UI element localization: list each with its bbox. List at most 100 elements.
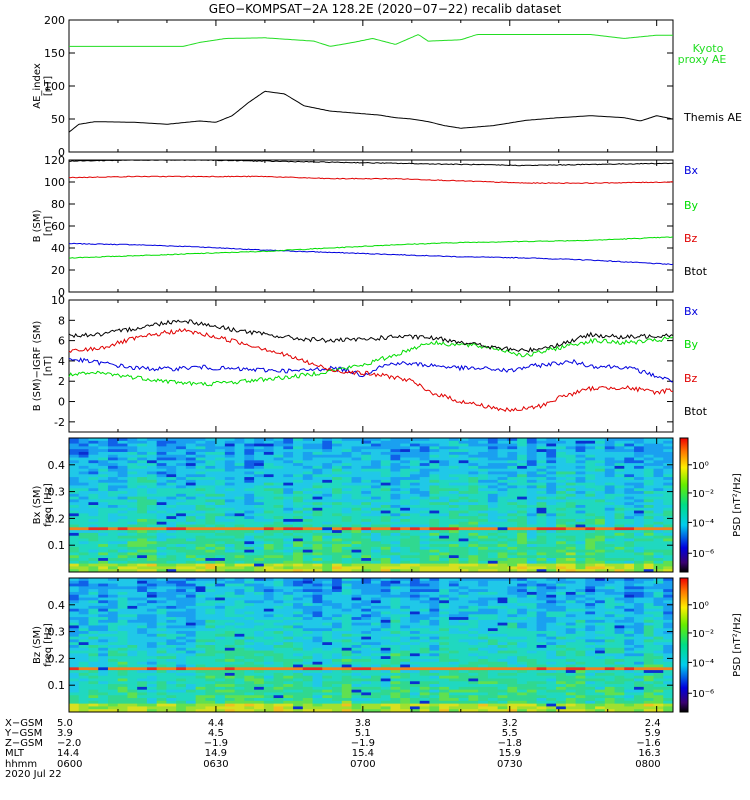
spectrogram-cell: [507, 541, 518, 545]
spectrogram-cell: [107, 451, 119, 456]
spectrogram-cell: [419, 597, 430, 601]
spectrogram-cell: [263, 454, 274, 458]
spectrogram-cell: [322, 463, 333, 467]
spectrogram-cell: [244, 692, 255, 696]
spectrogram-cell: [254, 695, 265, 699]
spectrogram-cell: [293, 457, 304, 461]
spectrogram-cell: [137, 580, 148, 584]
spectrogram-cell: [302, 580, 313, 584]
spectrogram-cell: [107, 443, 119, 447]
spectrogram-cell: [419, 619, 430, 624]
spectrogram-cell: [536, 474, 547, 478]
spectrogram-cell: [146, 496, 158, 500]
spectrogram-cell: [653, 521, 664, 525]
spectrogram-cell: [137, 639, 148, 643]
spectrogram-cell: [137, 692, 148, 696]
spectrogram-cell: [312, 709, 323, 713]
spectrogram-cell: [409, 692, 421, 696]
spectrogram-cell: [634, 443, 645, 447]
spectrogram-cell: [98, 510, 109, 514]
spectrogram-cell: [127, 566, 138, 570]
spectrogram-cell: [322, 449, 333, 453]
spectrogram-cell: [146, 619, 158, 624]
spectrogram-cell: [98, 527, 109, 531]
spectrogram-cell: [458, 538, 469, 542]
spectrogram-cell: [78, 471, 89, 475]
spectrogram-cell: [458, 499, 469, 503]
spectrogram-cell: [166, 569, 177, 573]
spectrogram-cell: [517, 499, 528, 503]
spectrogram-cell: [166, 563, 177, 567]
spectrogram-cell: [137, 493, 148, 498]
spectrogram-cell: [478, 488, 489, 492]
spectrogram-cell: [98, 507, 109, 511]
spectrogram-cell: [127, 446, 138, 450]
spectrogram-cell: [400, 611, 411, 615]
spectrogram-cell: [312, 684, 323, 688]
spectrogram-cell: [371, 631, 382, 635]
spectrogram-cell: [244, 600, 255, 604]
spectrogram-cell: [585, 549, 596, 553]
spectrogram-cell: [361, 594, 372, 598]
spectrogram-cell: [380, 681, 391, 685]
spectrogram-cell: [88, 485, 99, 489]
spectrogram-cell: [215, 535, 226, 539]
spectrogram-cell: [341, 664, 352, 668]
spectrogram-cell: [663, 521, 674, 525]
spectrogram-cell: [273, 653, 284, 657]
spectrogram-cell: [107, 698, 119, 702]
spectrogram-cell: [205, 695, 216, 699]
spectrogram-cell: [195, 647, 206, 651]
spectrogram-cell: [429, 653, 440, 657]
spectrogram-cell: [244, 591, 255, 596]
spectrogram-cell: [146, 546, 158, 551]
spectrogram-cell: [78, 507, 89, 511]
spectrogram-cell: [526, 485, 538, 489]
spectrogram-cell: [98, 578, 109, 582]
spectrogram-cell: [195, 541, 206, 545]
spectrogram-cell: [536, 563, 547, 567]
spectrogram-cell: [361, 661, 372, 665]
spectrogram-cell: [215, 477, 226, 481]
spectrogram-cell: [215, 670, 226, 674]
spectrogram-cell: [263, 709, 274, 713]
spectrogram-cell: [341, 530, 352, 534]
spectrogram-cell: [234, 625, 245, 629]
spectrogram-cell: [224, 684, 236, 688]
spectrogram-cell: [234, 471, 245, 475]
spectrogram-cell: [487, 449, 499, 453]
spectrogram-cell: [185, 628, 197, 632]
spectrogram-cell: [117, 443, 128, 447]
spectrogram-cell: [663, 538, 674, 542]
spectrogram-cell: [624, 518, 635, 523]
spectrogram-cell: [254, 608, 265, 612]
spectrogram-cell: [390, 491, 401, 495]
spectrogram-cell: [146, 524, 158, 528]
spectrogram-cell: [166, 474, 177, 478]
spectrogram-cell: [146, 493, 158, 498]
spectrogram-cell: [351, 605, 362, 610]
spectrogram-cell: [205, 443, 216, 447]
spectrogram-cell: [156, 558, 167, 562]
spectrogram-cell: [302, 530, 313, 534]
spectrogram-cell: [195, 642, 206, 646]
spectrogram-cell: [409, 546, 421, 551]
spectrogram-cell: [653, 502, 664, 506]
spectrogram-cell: [468, 566, 479, 570]
spectrogram-cell: [254, 468, 265, 472]
spectrogram-cell: [117, 625, 128, 629]
spectrogram-cell: [195, 505, 206, 509]
spectrogram-cell: [429, 516, 440, 520]
spectrogram-cell: [419, 695, 430, 699]
spectrogram-cell: [361, 457, 372, 461]
spectrogram-cell: [224, 658, 236, 663]
spectrogram-cell: [458, 521, 469, 525]
spectrogram-cell: [536, 544, 547, 548]
spectrogram-cell: [546, 558, 557, 562]
spectrogram-cell: [244, 611, 255, 615]
spectrogram-cell: [312, 544, 323, 548]
spectrogram-cell: [166, 496, 177, 500]
spectrogram-cell: [409, 510, 421, 514]
spectrogram-cell: [448, 443, 460, 447]
